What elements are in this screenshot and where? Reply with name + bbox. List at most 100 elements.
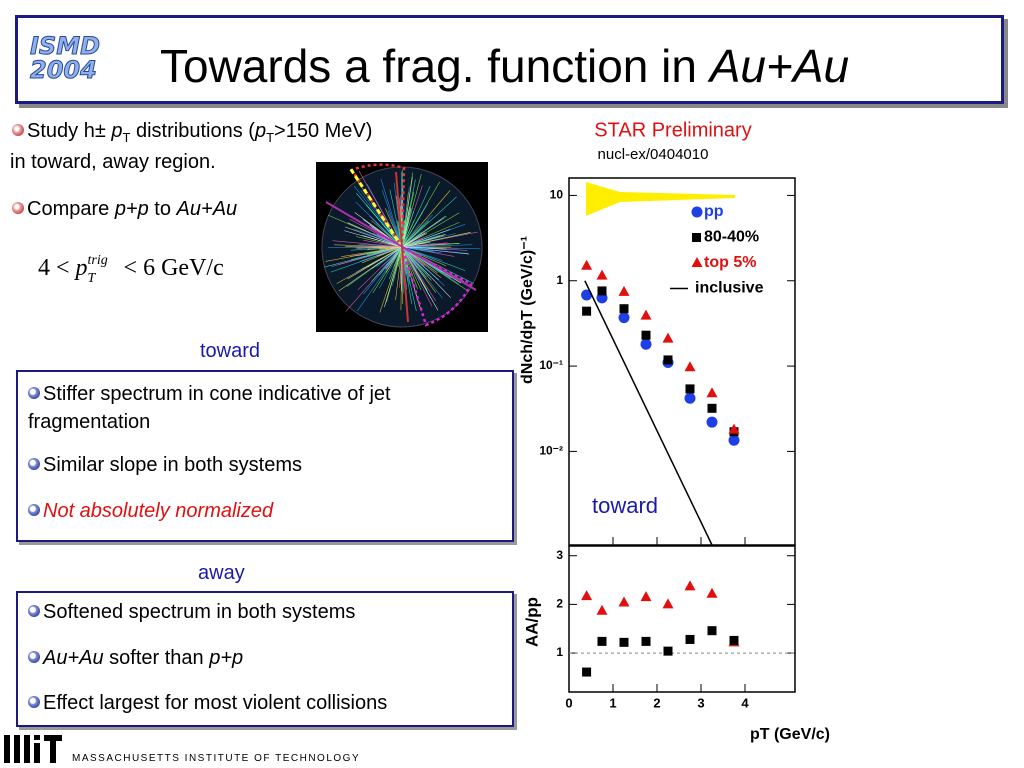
y-tick-label: 10⁻¹ — [539, 358, 563, 372]
text: Effect largest for most violent collisio… — [43, 692, 388, 714]
marker — [596, 269, 608, 280]
axis — [325, 201, 477, 291]
title-em: Au+Au — [709, 40, 850, 92]
text: distributions ( — [130, 120, 255, 142]
track — [401, 246, 432, 281]
y-tick-label: 3 — [556, 548, 563, 562]
chart-title: STAR Preliminary — [594, 119, 751, 141]
track — [386, 246, 403, 303]
marker — [640, 309, 652, 320]
marker — [663, 646, 673, 656]
marker — [641, 330, 651, 340]
y-axis-label: AA/pp — [522, 597, 541, 647]
bullet-icon — [28, 696, 40, 708]
away-box: Softened spectrum in both systems Au+Au … — [16, 591, 514, 727]
track — [345, 226, 403, 248]
marker — [707, 403, 717, 413]
track — [357, 246, 403, 290]
marker — [582, 667, 592, 677]
track — [385, 246, 403, 273]
bullet-icon — [12, 124, 24, 136]
marker — [706, 416, 718, 428]
track — [401, 181, 440, 248]
marker — [728, 434, 740, 446]
x-tick-label: 3 — [697, 695, 704, 710]
bullet: Effect largest for most violent collisio… — [28, 692, 387, 715]
bullet: Au+Au softer than p+p — [28, 647, 243, 670]
track — [401, 235, 445, 248]
legend-marker — [691, 257, 703, 267]
track — [401, 243, 450, 248]
track — [388, 246, 403, 280]
marker — [641, 636, 651, 646]
track — [401, 246, 424, 277]
text: Not absolutely normalized — [43, 500, 274, 522]
track — [379, 246, 403, 313]
chart-subtitle: nucl-ex/0404010 — [598, 146, 709, 163]
marker — [640, 591, 652, 602]
marker — [597, 636, 607, 646]
track — [381, 189, 403, 248]
text: Au+Au — [176, 198, 238, 220]
text: p — [254, 120, 267, 142]
track — [371, 246, 403, 282]
track — [401, 196, 457, 248]
track — [341, 246, 403, 257]
text: Study h± — [27, 120, 112, 142]
toward-box: Stiffer spectrum in cone indicative of j… — [16, 370, 514, 542]
title: Towards a frag. function in Au+Au — [160, 38, 849, 94]
track — [361, 246, 403, 270]
formula: 4 < p trig T < 6 GeV/c — [38, 253, 224, 286]
bullet: Not absolutely normalized — [28, 500, 273, 523]
marker — [684, 361, 696, 372]
track — [346, 246, 403, 287]
plot-frame — [568, 177, 796, 546]
text: Similar slope in both systems — [43, 454, 302, 476]
x-tick-label: 2 — [653, 695, 660, 710]
text: softer than — [103, 647, 210, 669]
annotation: toward — [592, 493, 658, 518]
track — [401, 246, 428, 291]
track — [395, 246, 403, 300]
plot-frame — [568, 545, 796, 693]
marker — [684, 580, 696, 591]
track — [378, 246, 403, 289]
y-tick-label: 1 — [556, 645, 563, 659]
track — [401, 246, 422, 290]
legend-label: pp — [704, 203, 724, 220]
track — [363, 246, 403, 295]
title-box — [15, 15, 1004, 104]
marker — [685, 634, 695, 644]
track — [332, 240, 403, 248]
marker — [582, 306, 592, 316]
text: >150 MeV) — [274, 120, 373, 142]
y-axis-label: dNch/dpT (GeV/c)⁻¹ — [519, 236, 536, 384]
marker — [729, 635, 739, 645]
track — [334, 244, 403, 248]
line — [584, 280, 713, 546]
mit-logo — [4, 735, 62, 763]
track — [401, 233, 428, 248]
marker — [706, 387, 718, 398]
marker — [662, 332, 674, 343]
marker — [619, 304, 629, 314]
norm-band — [586, 182, 735, 216]
track — [401, 246, 447, 250]
logo-text: 2004 — [30, 56, 98, 84]
marker — [581, 259, 593, 270]
marker — [618, 596, 630, 607]
track — [401, 246, 433, 307]
bullet-icon — [28, 504, 40, 516]
footer-text: MASSACHUSETTS INSTITUTE OF TECHNOLOGY — [72, 753, 361, 764]
marker — [728, 423, 740, 434]
text: T — [122, 130, 131, 145]
track — [401, 232, 471, 248]
x-tick-label: 4 — [741, 695, 749, 710]
x-tick-label: 0 — [565, 695, 572, 710]
track — [401, 211, 414, 248]
track — [401, 172, 413, 248]
track — [401, 174, 422, 248]
track — [401, 246, 469, 254]
